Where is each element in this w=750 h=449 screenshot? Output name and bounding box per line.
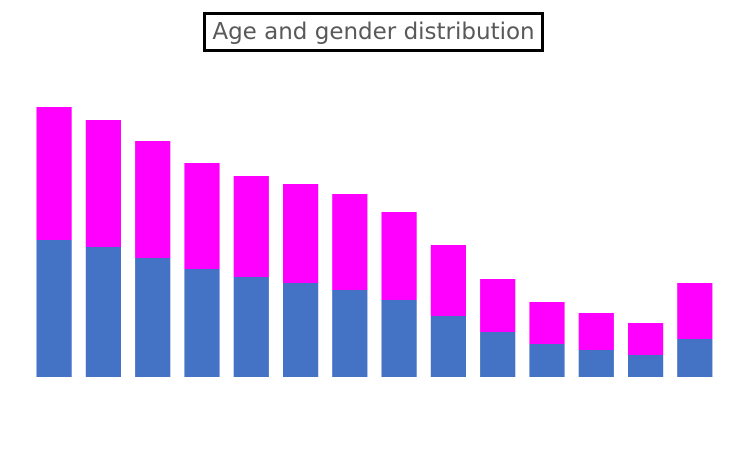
bar-male-7 [332, 290, 368, 377]
bar-female-10 [480, 279, 516, 332]
bar-male-1 [36, 240, 72, 377]
bar-male-3 [135, 258, 171, 377]
bar-female-5 [233, 176, 269, 277]
bar-female-8 [381, 212, 417, 300]
bar-male-9 [430, 316, 466, 377]
bar-female-14 [677, 283, 713, 339]
bar-female-13 [628, 323, 664, 355]
bars-group [36, 107, 713, 377]
bar-male-8 [381, 300, 417, 377]
chart-title-box: Age and gender distribution [203, 12, 544, 52]
bar-male-5 [233, 277, 269, 377]
bar-female-6 [283, 184, 319, 283]
bar-male-2 [85, 247, 121, 377]
bar-male-6 [283, 283, 319, 377]
bar-male-4 [184, 269, 220, 377]
bar-male-10 [480, 332, 516, 377]
bar-female-7 [332, 194, 368, 290]
bar-female-9 [430, 245, 466, 316]
bar-female-2 [85, 120, 121, 247]
chart-title: Age and gender distribution [212, 19, 535, 45]
bar-female-1 [36, 107, 72, 240]
bar-male-14 [677, 339, 713, 377]
bar-male-13 [628, 355, 664, 377]
bar-male-11 [529, 344, 565, 377]
bar-female-12 [578, 313, 614, 350]
bar-female-11 [529, 302, 565, 344]
bar-male-12 [578, 350, 614, 377]
bar-female-4 [184, 163, 220, 269]
bar-female-3 [135, 141, 171, 258]
